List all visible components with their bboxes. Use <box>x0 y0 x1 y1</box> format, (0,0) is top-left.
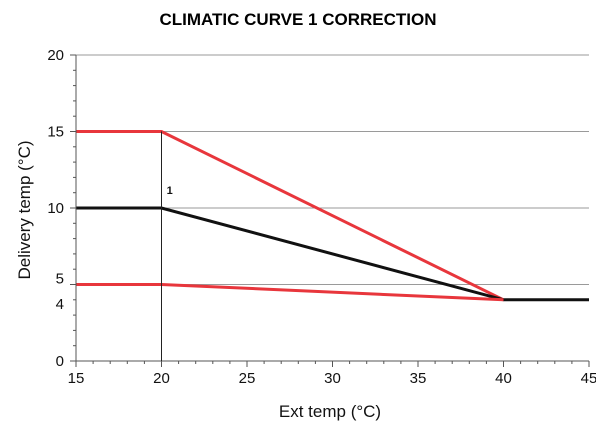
x-tick-label: 30 <box>324 370 341 387</box>
y-tick-label: 5 <box>56 271 64 288</box>
y-tick-label: 4 <box>56 296 64 313</box>
x-axis-title: Ext temp (°C) <box>279 402 381 421</box>
series-line-3 <box>76 283 504 302</box>
series-line-1 <box>76 130 505 302</box>
series-layer <box>76 130 589 302</box>
y-tick-label: 10 <box>47 200 64 217</box>
x-tick-label: 15 <box>68 370 85 387</box>
x-tick-label: 25 <box>239 370 256 387</box>
x-tick-label: 40 <box>495 370 512 387</box>
series-line-2 <box>76 206 589 302</box>
x-tick-label: 20 <box>153 370 170 387</box>
x-tick-label: 35 <box>410 370 427 387</box>
chart-title: CLIMATIC CURVE 1 CORRECTION <box>159 10 437 29</box>
y-tick-label: 20 <box>47 47 64 64</box>
x-tick-label: 45 <box>581 370 596 387</box>
y-tick-label: 0 <box>56 353 64 370</box>
y-tick-label: 15 <box>47 124 64 141</box>
axis-layer <box>70 54 590 367</box>
curve-number-label: 1 <box>167 185 173 197</box>
y-axis-title: Delivery temp (°C) <box>15 140 34 279</box>
